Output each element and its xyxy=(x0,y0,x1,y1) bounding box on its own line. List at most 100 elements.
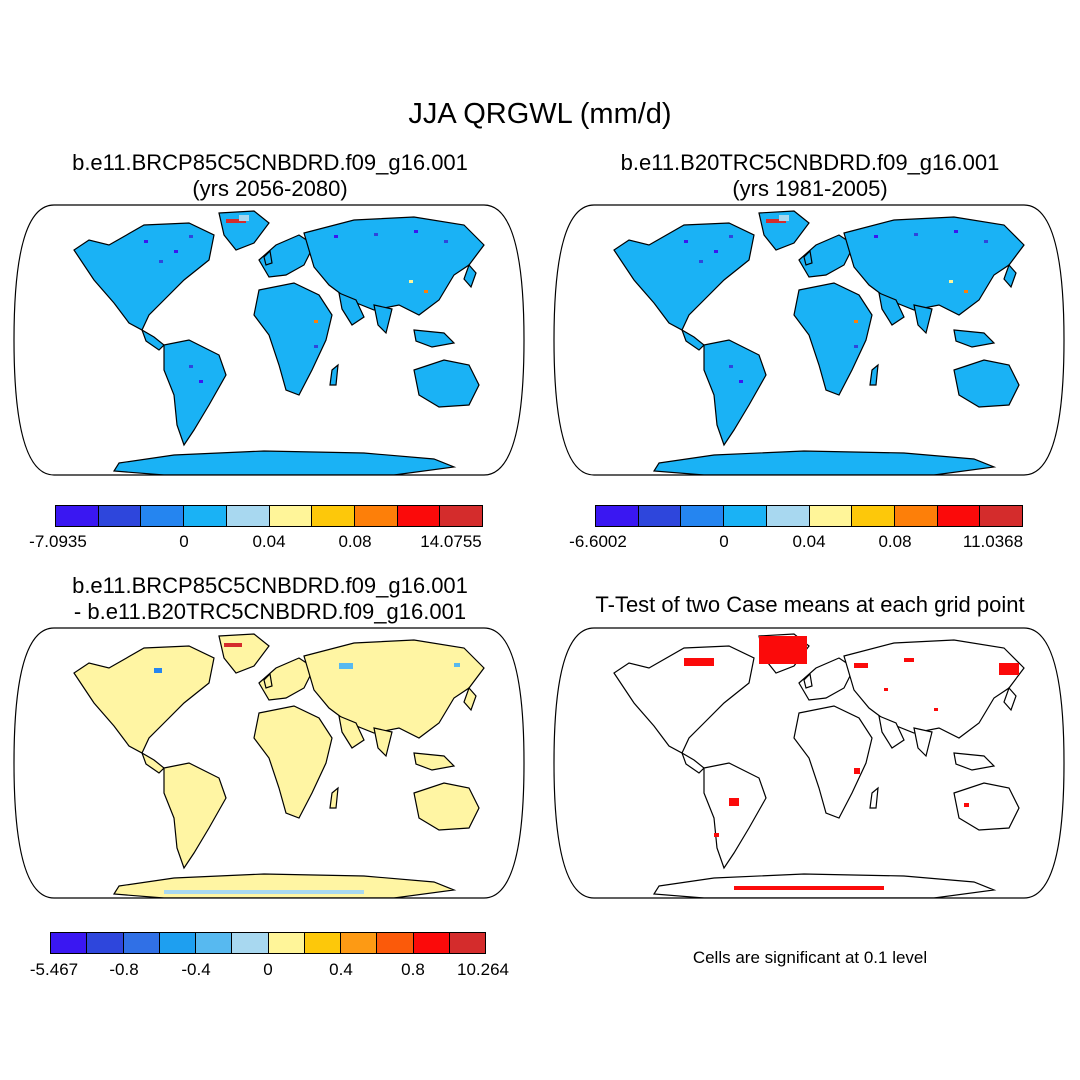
landmass xyxy=(913,304,933,335)
colorbar-swatch xyxy=(312,506,355,526)
grid-cell xyxy=(454,663,460,667)
grid-cell xyxy=(339,663,353,669)
map-border xyxy=(553,204,1065,476)
colorbar-swatch xyxy=(377,933,414,953)
landmass xyxy=(703,762,767,870)
colorbar-swatch xyxy=(449,933,485,953)
landmass xyxy=(843,216,1025,316)
panel-1-colorbar-label: 0 xyxy=(179,532,189,551)
grid-cell xyxy=(224,643,242,647)
panel-3-colorbar-label: -0.8 xyxy=(109,960,139,979)
panel-1-colorbar xyxy=(55,505,483,527)
grid-cell xyxy=(444,240,448,243)
colorbar-swatch xyxy=(681,506,725,526)
grid-cell xyxy=(964,803,969,807)
colorbar-swatch xyxy=(894,506,938,526)
landmass xyxy=(680,328,705,351)
landmass xyxy=(793,705,873,819)
landmass xyxy=(163,339,227,447)
colorbar-swatch xyxy=(159,933,196,953)
colorbar-swatch xyxy=(440,506,483,526)
panel-1-map xyxy=(13,204,525,476)
map-border xyxy=(13,204,525,476)
panel-3-colorbar-label: 0.8 xyxy=(401,960,425,979)
landmass xyxy=(112,450,457,475)
colorbar-swatch xyxy=(98,506,142,526)
landmass xyxy=(329,363,339,386)
landmass xyxy=(303,216,485,316)
grid-cell xyxy=(729,365,733,368)
grid-cell xyxy=(854,768,860,774)
colorbar-swatch xyxy=(724,506,767,526)
landmass xyxy=(258,657,315,701)
landmass xyxy=(1003,263,1017,289)
landmass xyxy=(73,222,215,331)
landmass xyxy=(413,752,456,771)
grid-cell xyxy=(934,708,938,711)
grid-cell xyxy=(854,345,858,348)
panel-2-colorbar-label-min: -6.6002 xyxy=(569,532,627,551)
grid-cell xyxy=(699,260,703,263)
grid-cell xyxy=(714,833,719,837)
grid-cell xyxy=(334,235,338,238)
grid-cell xyxy=(999,663,1019,675)
panel-4-title: T-Test of two Case means at each grid po… xyxy=(595,592,1025,617)
landmass xyxy=(1003,686,1017,712)
panel-3-subtitle: - b.e11.B20TRC5CNBDRD.f09_g16.001 xyxy=(73,599,467,624)
landmass xyxy=(338,292,365,326)
landmass xyxy=(953,752,996,771)
colorbar-swatch xyxy=(413,933,450,953)
landmass xyxy=(263,672,273,689)
landmass xyxy=(869,363,879,386)
colorbar-swatch xyxy=(341,933,378,953)
panel-2-colorbar xyxy=(595,505,1023,527)
colorbar-swatch xyxy=(980,506,1023,526)
colorbar-swatch xyxy=(56,506,99,526)
landmass xyxy=(803,249,813,266)
panel-1-colorbar-label: 0.04 xyxy=(252,532,286,551)
landmass xyxy=(373,304,393,335)
landmass xyxy=(112,873,457,898)
panel-3-map xyxy=(13,627,525,899)
landmass xyxy=(869,786,879,809)
colorbar-swatch xyxy=(232,933,269,953)
grid-cell xyxy=(414,230,418,233)
landmass xyxy=(140,328,165,351)
landmass xyxy=(613,645,755,754)
panel-3-title: b.e11.BRCP85C5CNBDRD.f09_g16.001 xyxy=(72,573,468,598)
landmass xyxy=(953,782,1020,831)
map-border xyxy=(13,627,525,899)
grid-cell xyxy=(884,688,888,691)
colorbar-swatch xyxy=(269,506,313,526)
grid-cell xyxy=(964,290,968,293)
colorbar-swatch xyxy=(638,506,682,526)
map-border xyxy=(553,627,1065,899)
panel-2-subtitle: (yrs 1981-2005) xyxy=(732,176,888,201)
landmass xyxy=(263,249,273,266)
landmass xyxy=(163,762,227,870)
landmass xyxy=(338,715,365,749)
panel-3-colorbar xyxy=(50,932,486,954)
landmass xyxy=(373,727,393,758)
landmass xyxy=(793,282,873,396)
landmass xyxy=(218,633,270,674)
grid-cell xyxy=(714,250,718,253)
colorbar-swatch xyxy=(196,933,233,953)
grid-cell xyxy=(766,219,786,223)
panel-2-colorbar-label: 0.04 xyxy=(792,532,826,551)
colorbar-swatch xyxy=(268,933,305,953)
colorbar-swatch xyxy=(596,506,639,526)
grid-cell xyxy=(904,658,914,662)
landmass xyxy=(253,705,333,819)
panel-2-map xyxy=(553,204,1065,476)
landmass xyxy=(463,686,477,712)
grid-cell xyxy=(984,240,988,243)
panel-1-subtitle: (yrs 2056-2080) xyxy=(192,176,348,201)
landmass xyxy=(798,657,855,701)
grid-cell xyxy=(854,320,858,323)
colorbar-swatch xyxy=(141,506,185,526)
grid-cell xyxy=(684,658,714,666)
panel-1-colorbar-label: 0.08 xyxy=(338,532,372,551)
colorbar-swatch xyxy=(937,506,981,526)
landmass xyxy=(413,329,456,348)
